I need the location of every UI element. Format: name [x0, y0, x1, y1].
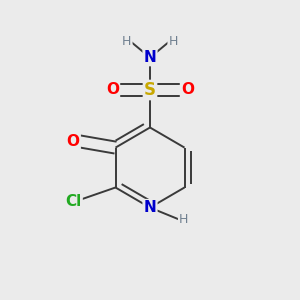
Text: H: H [122, 35, 132, 48]
Text: H: H [179, 213, 188, 226]
Text: H: H [168, 35, 178, 48]
Text: N: N [144, 50, 156, 65]
Text: O: O [181, 82, 194, 98]
Text: S: S [144, 81, 156, 99]
Text: N: N [144, 200, 156, 215]
Text: O: O [67, 134, 80, 148]
Text: Cl: Cl [65, 194, 82, 208]
Text: O: O [106, 82, 119, 98]
